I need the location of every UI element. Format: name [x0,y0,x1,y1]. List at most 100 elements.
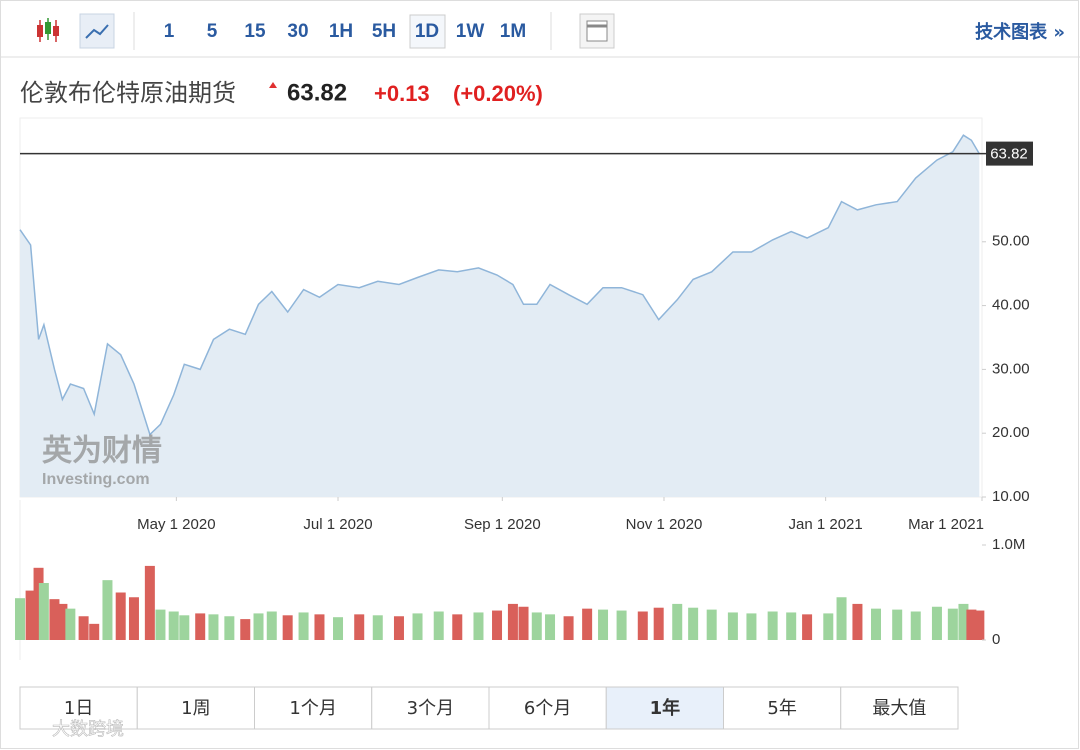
volume-bar [531,612,542,640]
chart-watermark: Investing.com [42,471,150,488]
x-tick-label: Sep 1 2020 [464,516,541,533]
page-watermark: 大数跨境 [52,719,124,740]
range-label[interactable]: 1个月 [289,698,336,719]
volume-bar [637,611,648,640]
volume-bar [49,599,60,640]
range-button[interactable] [605,686,724,730]
range-label[interactable]: 最大值 [872,698,926,719]
range-button[interactable] [723,686,842,730]
volume-bar [144,565,155,640]
volume-bar [786,612,797,640]
interval-button[interactable]: 15 [244,21,266,42]
range-button[interactable] [19,686,138,730]
volume-bar [518,606,529,640]
volume-bar [78,616,89,640]
volume-bar [412,613,423,640]
volume-bar [746,613,757,640]
instrument-title: 伦敦布伦特原油期货 [20,79,236,107]
interval-button[interactable]: 30 [287,21,308,42]
y-tick-label: 10.00 [992,488,1030,505]
x-tick-label: Mar 1 2021 [908,516,984,533]
volume-bar [653,607,664,640]
volume-bar [507,603,518,640]
interval-button[interactable]: 1M [500,21,526,42]
volume-bar [102,580,113,640]
volume-bar [910,611,921,640]
up-marker [269,82,277,88]
interval-button[interactable]: 1W [456,21,485,42]
line-icon[interactable] [79,13,115,49]
chart-watermark: 英为财情 [42,434,162,469]
volume-bar [616,610,627,640]
range-label[interactable]: 1日 [64,698,93,719]
volume-bar [15,598,25,640]
volume-bar [672,603,683,640]
volume-bar [958,603,969,640]
volume-bar [33,567,44,640]
range-button[interactable] [254,686,373,730]
volume-bar [89,623,100,640]
volume-bar [224,616,235,640]
volume-bar [852,603,863,640]
range-button[interactable] [371,686,490,730]
last-price-label: 63.82 [990,146,1028,163]
volume-bar [333,617,344,640]
interval-button[interactable]: 1H [329,21,353,42]
volume-bar [802,614,813,640]
volume-bar [598,609,609,640]
volume-bar [492,610,503,640]
volume-bar [892,609,903,640]
volume-bar [298,612,309,640]
volume-bar [168,611,179,640]
technical-link[interactable]: 技术图表 » [975,21,1065,43]
x-tick-label: Jan 1 2021 [789,516,863,533]
volume-bar [393,616,404,640]
volume-bar [208,614,219,640]
volume-bar [372,615,383,640]
icon-part [586,20,608,42]
volume-bar [38,583,49,640]
volume-bar [195,613,206,640]
volume-bar [974,610,985,640]
interval-button[interactable]: 5H [372,21,396,42]
range-label[interactable]: 3个月 [407,698,454,719]
volume-bar [282,615,293,640]
volume-bar [253,613,264,640]
y-tick-label: 40.00 [992,297,1030,314]
range-label[interactable]: 1年 [650,697,681,719]
volume-bar [179,615,190,640]
interval-button[interactable]: 5 [207,21,218,42]
range-button[interactable] [840,686,959,730]
interval-button[interactable]: 1 [164,21,175,42]
volume-bar [65,608,76,640]
volume-bar [931,606,942,640]
change-pct: (+0.20%) [453,81,543,106]
volume-bar [947,608,958,640]
volume-bar [155,609,166,640]
y-tick-label: 30.00 [992,360,1030,377]
candle-icon[interactable] [30,14,64,48]
range-label[interactable]: 6个月 [524,698,571,719]
range-button[interactable] [136,686,255,730]
volume-tick-label: 1.0M [992,536,1025,553]
interval-active[interactable] [409,14,446,49]
range-label[interactable]: 1周 [181,698,210,719]
x-tick-label: Jul 1 2020 [303,516,372,533]
volume-bar [563,616,574,640]
volume-bar [57,603,68,640]
volume-bar [545,614,556,640]
price-line [19,134,980,436]
icon-line [85,24,109,39]
volume-bar [115,592,126,640]
interval-button[interactable]: 1D [415,21,439,42]
volume-bar [354,614,365,640]
volume-bar [688,607,699,640]
x-tick-label: Nov 1 2020 [626,516,703,533]
change: +0.13 [374,81,430,106]
volume-bar [966,609,977,640]
range-label[interactable]: 5年 [767,698,796,719]
volume-bar [823,613,834,640]
range-button[interactable] [488,686,607,730]
volume-bar [767,611,778,640]
calendar-icon[interactable] [579,13,615,49]
